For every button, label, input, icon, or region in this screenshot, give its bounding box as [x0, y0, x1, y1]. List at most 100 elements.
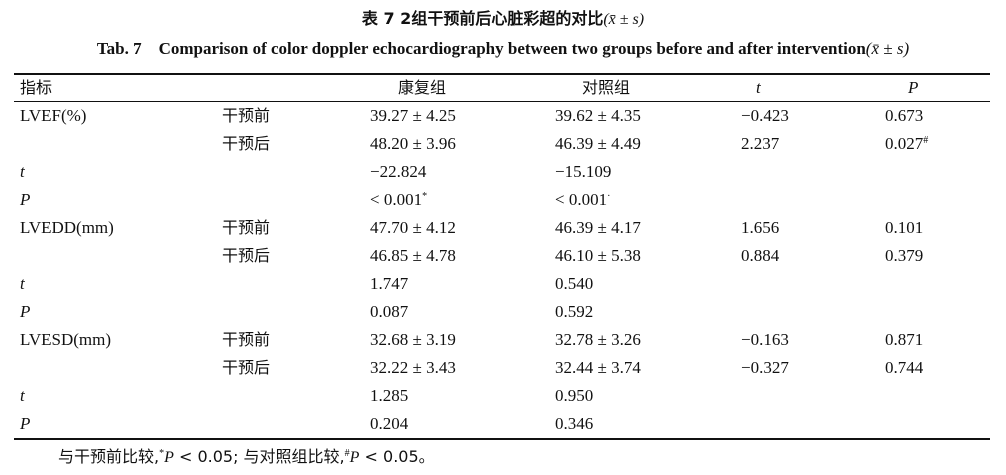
row-p-value-value: 0.673: [885, 106, 924, 125]
row-rehab-value-value: 48.20 ± 3.96: [370, 134, 456, 153]
table-title-cn-stat: (x̄ ± s): [603, 11, 645, 28]
row-rehab-value: 48.20 ± 3.96: [370, 133, 456, 155]
row-phase: 干预后: [222, 245, 270, 267]
row-rehab-value: 32.68 ± 3.19: [370, 329, 456, 351]
table-bottom-rule: [14, 438, 990, 440]
table-title-cn: 表 7 2组干预前后心脏彩超的对比(x̄ ± s): [0, 8, 1006, 31]
row-indicator-value: P: [20, 414, 31, 433]
header-indicator: 指标: [20, 78, 53, 97]
row-control-value-value: 32.44 ± 3.74: [555, 358, 641, 377]
row-control-value: 0.540: [555, 273, 593, 295]
row-indicator: LVEDD(mm): [20, 217, 114, 239]
row-indicator-value: t: [20, 274, 25, 293]
row-rehab-value: 47.70 ± 4.12: [370, 217, 456, 239]
row-rehab-value: 46.85 ± 4.78: [370, 245, 456, 267]
row-control-value-value: 0.540: [555, 274, 594, 293]
row-indicator: t: [20, 161, 25, 183]
row-indicator: P: [20, 301, 30, 323]
footnote-part4: P: [349, 449, 360, 466]
row-rehab-value: 1.747: [370, 273, 408, 295]
row-indicator-value: LVESD(mm): [20, 330, 111, 349]
row-control-value: 0.346: [555, 413, 593, 435]
row-indicator-value: P: [20, 302, 31, 321]
row-t-value: −0.423: [741, 105, 789, 127]
row-phase-value: 干预后: [222, 358, 271, 377]
row-phase-value: 干预前: [222, 218, 271, 237]
row-t-value-value: 1.656: [741, 218, 780, 237]
row-p-value-value: 0.744: [885, 358, 924, 377]
row-rehab-value: 39.27 ± 4.25: [370, 105, 456, 127]
row-control-value: 32.78 ± 3.26: [555, 329, 641, 351]
row-control-value: 46.10 ± 5.38: [555, 245, 641, 267]
row-p-value: 0.871: [885, 329, 923, 351]
row-p-value: 0.027#: [885, 133, 928, 155]
row-phase-value: 干预前: [222, 106, 271, 125]
row-indicator-value: LVEF(%): [20, 106, 87, 125]
row-indicator: LVESD(mm): [20, 329, 111, 351]
header-control-group: 对照组: [582, 78, 631, 97]
row-p-value-value: 0.871: [885, 330, 924, 349]
row-indicator-value: t: [20, 386, 25, 405]
row-rehab-value-value: 0.204: [370, 414, 409, 433]
footnote-part1: 与干预前比较,: [58, 447, 160, 466]
row-control-value-value: 0.346: [555, 414, 594, 433]
row-indicator: LVEF(%): [20, 105, 86, 127]
row-rehab-value-mark: *: [422, 191, 428, 202]
row-phase-value: 干预后: [222, 246, 271, 265]
row-t-value-value: −0.327: [741, 358, 789, 377]
table-title-cn-text: 表 7 2组干预前后心脏彩超的对比: [361, 9, 604, 28]
row-indicator-value: t: [20, 162, 25, 181]
row-rehab-value: 32.22 ± 3.43: [370, 357, 456, 379]
row-rehab-value: < 0.001*: [370, 189, 427, 211]
row-p-value: 0.673: [885, 105, 923, 127]
row-rehab-value-value: 1.747: [370, 274, 409, 293]
table-title-en-label: Tab. 7: [96, 39, 142, 58]
row-control-value-value: 46.39 ± 4.49: [555, 134, 641, 153]
row-control-value: 46.39 ± 4.49: [555, 133, 641, 155]
footnote-part2: P: [164, 449, 174, 466]
footnote-mark1: *: [159, 448, 165, 459]
row-control-value-mark: ·: [607, 191, 611, 202]
table-title-en: Tab. 7 Comparison of color doppler echoc…: [0, 38, 1006, 60]
header-rehab-group: 康复组: [398, 78, 447, 97]
row-phase: 干预前: [222, 105, 270, 127]
row-indicator: t: [20, 385, 25, 407]
table-footnote: 与干预前比较,*P < 0.05; 与对照组比较,#P < 0.05。: [58, 446, 435, 469]
row-control-value: 39.62 ± 4.35: [555, 105, 641, 127]
row-control-value: < 0.001·: [555, 189, 610, 211]
row-rehab-value-value: < 0.001: [370, 190, 423, 209]
row-rehab-value: 0.087: [370, 301, 408, 323]
row-rehab-value-value: 47.70 ± 4.12: [370, 218, 456, 237]
row-indicator: P: [20, 413, 30, 435]
row-t-value-value: −0.163: [741, 330, 789, 349]
row-control-value-value: 46.10 ± 5.38: [555, 246, 641, 265]
row-control-value-value: 0.950: [555, 386, 594, 405]
row-p-value-value: 0.027: [885, 134, 924, 153]
row-p-value: 0.101: [885, 217, 923, 239]
row-control-value-value: 46.39 ± 4.17: [555, 218, 641, 237]
row-t-value: 1.656: [741, 217, 779, 239]
row-t-value: 0.884: [741, 245, 779, 267]
row-phase: 干预前: [222, 329, 270, 351]
row-t-value-value: 2.237: [741, 134, 780, 153]
row-control-value-value: < 0.001: [555, 190, 608, 209]
header-t: t: [756, 78, 761, 97]
row-control-value-value: 0.592: [555, 302, 594, 321]
row-phase: 干预后: [222, 357, 270, 379]
table-title-en-stat: (x̄ ± s): [865, 39, 910, 58]
row-rehab-value-value: 1.285: [370, 386, 409, 405]
row-p-value-value: 0.379: [885, 246, 924, 265]
row-t-value-value: −0.423: [741, 106, 789, 125]
table-top-rule: [14, 73, 990, 75]
row-indicator-value: P: [20, 190, 31, 209]
row-control-value-value: 32.78 ± 3.26: [555, 330, 641, 349]
row-t-value-value: 0.884: [741, 246, 780, 265]
row-control-value: 0.592: [555, 301, 593, 323]
row-p-value: 0.379: [885, 245, 923, 267]
footnote-part3: < 0.05; 与对照组比较,: [173, 447, 345, 466]
row-rehab-value: 0.204: [370, 413, 408, 435]
row-t-value: −0.163: [741, 329, 789, 351]
row-rehab-value-value: 32.68 ± 3.19: [370, 330, 456, 349]
row-p-value: 0.744: [885, 357, 923, 379]
row-indicator: P: [20, 189, 30, 211]
